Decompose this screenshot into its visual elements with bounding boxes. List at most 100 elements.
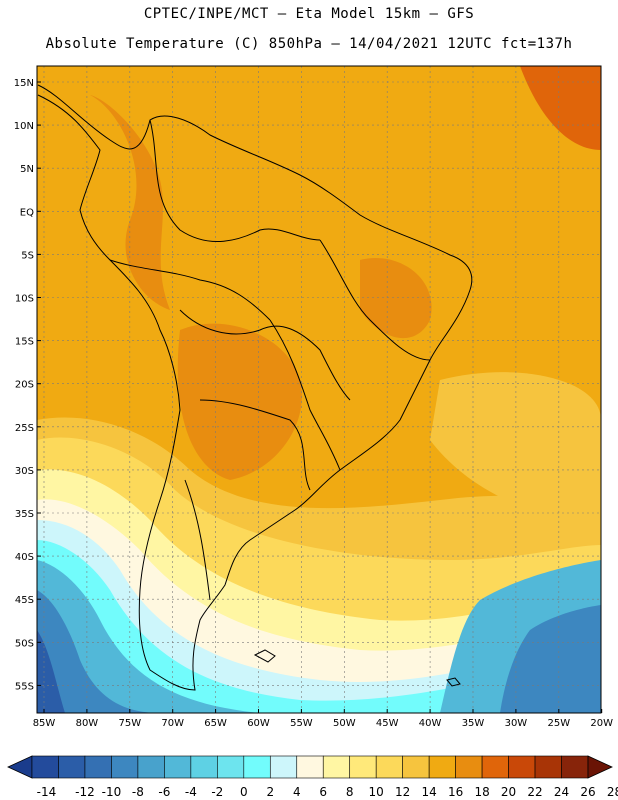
colorbar-swatch [217,755,245,779]
map-frame [36,65,602,714]
lon-tick-label: 60W [247,718,270,729]
colorbar-label: -8 [132,785,144,799]
field-andes-warm [90,95,170,310]
field-northeast-warm [360,258,432,339]
lat-tick-label: 55S [15,681,34,692]
lon-tick-label: 25W [547,718,570,729]
map-gridlines [37,66,601,713]
lat-tick-label: 5S [21,250,34,261]
colorbar-label: 2 [266,785,274,799]
lon-tick-label: 85W [33,718,56,729]
lon-tick-label: 45W [376,718,399,729]
lon-tick-label: 35W [462,718,485,729]
lon-tick-label: 30W [505,718,528,729]
continent-coastline [37,84,473,691]
lon-tick-label: 20W [590,718,613,729]
colorbar-swatch [402,755,430,779]
lon-tick-label: 65W [204,718,227,729]
colorbar-label: 16 [448,785,463,799]
colorbar-label: -4 [185,785,197,799]
lat-tick-label: 10N [14,121,34,132]
temperature-field [37,66,601,713]
colorbar-arrow-right [587,755,613,779]
country-border [319,239,431,361]
colorbar-label: -14 [37,785,57,799]
lon-tick-label: 75W [118,718,141,729]
colorbar-label: 18 [474,785,489,799]
colorbar-swatch [349,755,377,779]
lat-tick-label: 50S [15,638,34,649]
colorbar-swatch [31,755,59,779]
colorbar-label: 14 [422,785,437,799]
lat-tick-label: 25S [15,423,34,434]
colorbar-swatch [111,755,139,779]
colorbar-swatch [375,755,403,779]
field-atlantic-colder [500,605,601,713]
country-border [184,479,211,601]
colorbar-swatch [481,755,509,779]
colorbar-label: -10 [102,785,122,799]
lon-tick-label: 70W [161,718,184,729]
field-band-neg6 [37,590,160,713]
colorbar-label: 26 [580,785,595,799]
colorbar-swatch [190,755,218,779]
colorbar-label: -2 [211,785,223,799]
colorbar-swatch [508,755,536,779]
colorbar-swatch [84,755,112,779]
south-georgia [446,677,461,687]
latitude-tick-labels: 15N 10N 5N EQ 5S 10S 15S 20S 25S 30S 35S 40S 45S 50S 5… [14,78,41,692]
lon-tick-label: 50W [333,718,356,729]
south-america-outline [37,84,473,691]
country-border [179,309,351,401]
colorbar-label: 12 [395,785,410,799]
colorbar-label: 28 [607,785,618,799]
lat-tick-label: 20S [15,380,34,391]
colorbar-label: 8 [346,785,354,799]
field-central-warm [177,323,302,480]
field-band-4 [37,540,601,713]
lat-tick-label: 40S [15,552,34,563]
colorbar-label: 4 [293,785,301,799]
lat-tick-label: 15N [14,78,34,89]
colorbar-swatch [164,755,192,779]
colorbar-label: 22 [527,785,542,799]
colorbar-swatch [269,755,298,779]
colorbar-swatch [322,755,351,779]
lon-tick-label: 55W [290,718,313,729]
colorbar-swatch [137,755,165,779]
lat-tick-label: 30S [15,466,34,477]
chart-title-line-2: Absolute Temperature (C) 850hPa — 14/04/… [45,36,573,52]
falkland-islands [253,649,276,663]
lat-tick-label: 45S [15,595,34,606]
colorbar-swatch [534,755,562,779]
field-atlantic-light [430,372,601,520]
colorbar-swatch [455,755,483,779]
lon-tick-label: 40W [419,718,442,729]
colorbar-swatch [428,755,456,779]
longitude-tick-labels: 85W 80W 75W 70W 65W 60W 55W 50W 45W 40W 35W 30W 25W 2… [33,709,613,729]
field-hot-atlantic [520,66,601,150]
colorbar-swatch [243,755,271,779]
colorbar: -14 -12 -10 -8 -6 -4 -2 0 2 4 6 8 10 12 14 16 18 20 22 24 26… [7,755,618,799]
colorbar-label: 20 [501,785,516,799]
colorbar-swatch [561,755,589,779]
field-band-0 [37,560,260,713]
country-border [199,399,311,491]
colorbar-swatch [58,755,86,779]
colorbar-label: 0 [240,785,248,799]
lat-tick-label: 35S [15,509,34,520]
lat-tick-label: 5N [20,164,34,175]
country-border [149,119,321,243]
country-border [269,319,341,471]
colorbar-swatch [296,755,324,779]
chart-title-line-1: CPTEC/INPE/MCT — Eta Model 15km — GFS [143,6,475,22]
lat-tick-label: 10S [15,294,34,305]
colorbar-label: -6 [158,785,170,799]
colorbar-label: 6 [319,785,327,799]
lat-tick-label: EQ [20,207,34,218]
colorbar-label: 24 [554,785,569,799]
colorbar-label: 10 [369,785,384,799]
lon-tick-label: 80W [76,718,99,729]
lat-tick-label: 15S [15,337,34,348]
